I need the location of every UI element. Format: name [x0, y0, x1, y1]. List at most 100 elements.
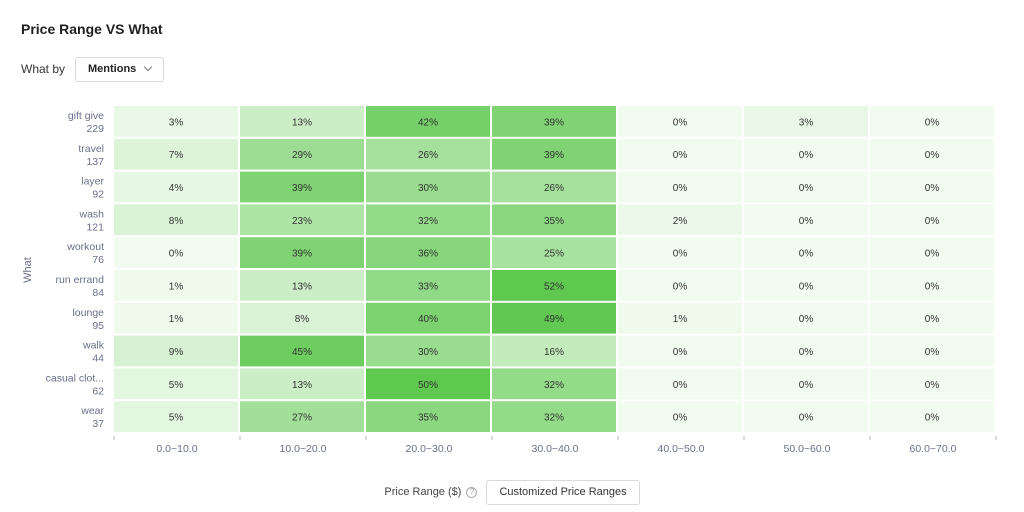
row-label: travel: [78, 143, 104, 155]
cell-value-label: 2%: [673, 216, 688, 227]
heatmap-cell: [618, 204, 742, 236]
cell-value-label: 23%: [292, 216, 312, 227]
cell-value-label: 40%: [418, 314, 438, 325]
cell-value-label: 8%: [169, 216, 184, 227]
cell-value-label: 32%: [418, 216, 438, 227]
row-label: gift give: [68, 110, 104, 122]
cell-value-label: 0%: [799, 314, 814, 325]
heatmap-cell: [492, 368, 616, 400]
cell-value-label: 0%: [799, 380, 814, 391]
row-count: 92: [92, 189, 104, 201]
heatmap-cell: [366, 171, 490, 203]
row-label: layer: [81, 176, 104, 188]
cell-value-label: 35%: [418, 413, 438, 424]
heatmap-cell: [744, 106, 868, 137]
cell-value-label: 13%: [292, 117, 312, 128]
cell-value-label: 0%: [925, 413, 940, 424]
heatmap-cell: [366, 335, 490, 367]
heatmap-cell: [114, 401, 238, 432]
cell-value-label: 39%: [292, 183, 312, 194]
heatmap-cell: [240, 204, 364, 236]
heatmap-cell: [870, 204, 994, 236]
heatmap-cell: [240, 106, 364, 137]
cell-value-label: 7%: [169, 150, 184, 161]
row-label: walk: [82, 340, 105, 352]
x-tick-label: 50.0~60.0: [783, 443, 830, 455]
heatmap-cell: [366, 138, 490, 170]
heatmap-cell: [744, 368, 868, 400]
row-label: casual clot...: [46, 372, 104, 384]
y-axis-title: What: [22, 257, 34, 283]
cell-value-label: 13%: [292, 380, 312, 391]
heatmap-cell: [744, 171, 868, 203]
row-count: 37: [92, 418, 104, 430]
cell-value-label: 0%: [673, 380, 688, 391]
heatmap-cell: [366, 204, 490, 236]
cell-value-label: 3%: [799, 117, 814, 128]
page-title: Price Range VS What: [21, 21, 163, 37]
cell-value-label: 50%: [418, 380, 438, 391]
cell-value-label: 0%: [925, 117, 940, 128]
heatmap-cell: [492, 138, 616, 170]
heatmap-cell: [114, 368, 238, 400]
heatmap-cell: [870, 106, 994, 137]
heatmap-cell: [114, 204, 238, 236]
what-by-select[interactable]: Mentions: [75, 56, 165, 82]
heatmap-cell: [870, 270, 994, 301]
cell-value-label: 13%: [292, 281, 312, 292]
customized-price-ranges-button[interactable]: Customized Price Ranges: [486, 479, 640, 505]
cell-value-label: 0%: [925, 314, 940, 325]
cell-value-label: 16%: [544, 347, 564, 358]
heatmap-cell: [114, 335, 238, 367]
row-count: 76: [92, 254, 104, 266]
cell-value-label: 45%: [292, 347, 312, 358]
heatmap-cell: [492, 106, 616, 137]
cell-value-label: 52%: [544, 281, 564, 292]
cell-value-label: 39%: [292, 249, 312, 260]
heatmap-cell: [744, 335, 868, 367]
heatmap-cell: [114, 302, 238, 334]
cell-value-label: 26%: [544, 183, 564, 194]
heatmap-cell: [618, 171, 742, 203]
cell-value-label: 0%: [799, 281, 814, 292]
heatmap-cell: [744, 302, 868, 334]
heatmap-cell: [618, 368, 742, 400]
cell-value-label: 0%: [169, 249, 184, 260]
chart-footer: Price Range ($) ? Customized Price Range…: [0, 479, 1024, 505]
heatmap-cell: [492, 204, 616, 236]
cell-value-label: 5%: [169, 380, 184, 391]
heatmap-cell: [744, 270, 868, 301]
heatmap-cell: [240, 237, 364, 268]
row-label: workout: [66, 241, 104, 253]
heatmap-cell: [240, 171, 364, 203]
heatmap-cell: [744, 401, 868, 432]
heatmap-cell: [618, 106, 742, 137]
row-count: 44: [92, 353, 104, 365]
cell-value-label: 0%: [925, 183, 940, 194]
heatmap-cell: [870, 138, 994, 170]
heatmap-cell: [618, 401, 742, 432]
cell-value-label: 25%: [544, 249, 564, 260]
x-tick-label: 30.0~40.0: [531, 443, 578, 455]
cell-value-label: 0%: [799, 216, 814, 227]
heatmap-cell: [492, 270, 616, 301]
cell-value-label: 0%: [673, 413, 688, 424]
heatmap-cell: [492, 401, 616, 432]
heatmap-cell: [366, 368, 490, 400]
what-by-label: What by: [21, 62, 66, 76]
heatmap-cell: [366, 106, 490, 137]
cell-value-label: 33%: [418, 281, 438, 292]
heatmap-cell: [366, 270, 490, 301]
row-count: 121: [86, 221, 104, 233]
heatmap-cell: [618, 237, 742, 268]
cell-value-label: 42%: [418, 117, 438, 128]
heatmap-cell: [744, 138, 868, 170]
heatmap-cell: [114, 138, 238, 170]
cell-value-label: 0%: [673, 347, 688, 358]
heatmap-cell: [492, 335, 616, 367]
heatmap-cell: [240, 368, 364, 400]
cell-value-label: 0%: [673, 150, 688, 161]
help-icon[interactable]: ?: [466, 486, 478, 498]
cell-value-label: 29%: [292, 150, 312, 161]
heatmap-cell: [870, 401, 994, 432]
